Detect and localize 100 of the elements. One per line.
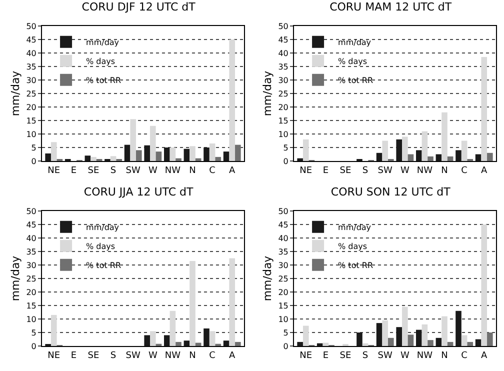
bar [461, 335, 468, 346]
bar [416, 330, 422, 346]
legend-label: % days [338, 56, 368, 66]
x-tick-label: S [362, 350, 368, 361]
bar [223, 340, 230, 346]
x-tick-label: NE [48, 166, 60, 176]
y-tick-label: 0 [31, 342, 36, 351]
bar [461, 140, 468, 161]
x-tick-label: E [70, 166, 77, 176]
bar [376, 152, 382, 161]
bar [302, 326, 309, 346]
x-tick-label: C [209, 166, 216, 176]
chart-title: CORU DJF 12 UTC dT [82, 0, 196, 14]
y-axis-title: mm/day [260, 255, 274, 302]
bar [124, 144, 130, 161]
x-tick-label: C [209, 350, 216, 361]
x-tick-label: A [481, 166, 488, 176]
y-tick-label: 20 [26, 288, 36, 297]
bar [130, 119, 136, 161]
x-tick-label: A [481, 350, 488, 361]
y-tick-label: 20 [278, 288, 288, 297]
bar [436, 338, 442, 346]
y-tick-label: 50 [26, 206, 36, 216]
y-tick-label: 15 [278, 116, 288, 126]
chart-title: CORU MAM 12 UTC dT [330, 0, 452, 14]
y-tick-label: 25 [278, 89, 288, 98]
x-tick-label: S [362, 166, 368, 176]
bar [297, 158, 303, 161]
y-axis-title: mm/day [8, 255, 22, 302]
y-tick-label: 50 [26, 22, 36, 31]
y-tick-label: 30 [278, 76, 288, 85]
bar [215, 156, 222, 161]
bar [428, 156, 434, 161]
y-tick-label: 50 [278, 22, 288, 31]
bar [144, 335, 150, 346]
bar [456, 150, 462, 161]
y-tick-label: 25 [26, 274, 36, 284]
x-tick-label: N [189, 166, 196, 176]
x-tick-label: SE [88, 166, 100, 176]
chart-title: CORU SON 12 UTC dT [330, 185, 451, 198]
y-tick-label: 0 [31, 156, 36, 166]
bar [184, 148, 190, 161]
y-tick-label: 20 [278, 102, 288, 112]
legend-label: % tot RR [86, 76, 122, 85]
x-tick-label: NW [164, 350, 181, 361]
y-axis-title: mm/day [260, 70, 274, 116]
legend-label: % days [86, 242, 116, 251]
bar [408, 154, 414, 161]
legend-label: mm/day [86, 222, 120, 232]
x-tick-label: SW [126, 350, 140, 361]
legend-label: % days [86, 56, 116, 66]
legend-label: % tot RR [86, 260, 122, 270]
x-tick-label: NW [416, 166, 433, 176]
bar [402, 306, 408, 346]
y-tick-label: 30 [26, 260, 36, 270]
bar [84, 156, 91, 161]
bar [402, 136, 408, 161]
x-tick-label: W [148, 350, 158, 361]
y-tick-label: 40 [26, 234, 36, 243]
bar [209, 143, 216, 161]
bar [229, 40, 236, 161]
bar [481, 224, 488, 346]
bar [442, 316, 448, 346]
bar [475, 154, 482, 161]
bar [456, 310, 462, 346]
bar [467, 342, 474, 346]
bar [209, 331, 216, 346]
chart-title: CORU JJA 12 UTC dT [84, 185, 194, 198]
bar [204, 148, 210, 161]
bar [170, 148, 176, 161]
bar [376, 323, 382, 346]
bar [50, 142, 57, 161]
bar [150, 126, 156, 161]
bar [396, 327, 402, 346]
bar [475, 339, 482, 346]
y-tick-label: 40 [278, 234, 288, 243]
bar [356, 332, 362, 346]
y-tick-label: 5 [283, 143, 288, 152]
bar [487, 332, 493, 346]
y-tick-label: 50 [278, 206, 288, 216]
y-tick-label: 0 [283, 156, 288, 166]
bar [204, 328, 210, 346]
bar [170, 310, 176, 346]
bar [302, 139, 309, 161]
bar [164, 148, 170, 161]
x-tick-label: NW [164, 166, 181, 176]
y-tick-label: 10 [26, 130, 36, 139]
bar [422, 131, 428, 161]
bar [164, 335, 170, 346]
y-tick-label: 15 [26, 301, 36, 310]
bar [422, 324, 428, 346]
y-tick-label: 45 [278, 220, 288, 230]
legend-label: mm/day [338, 222, 372, 232]
bar [408, 334, 414, 346]
bar [447, 342, 454, 346]
bar [190, 146, 196, 161]
x-tick-label: E [70, 350, 77, 361]
legend-label: mm/day [86, 38, 120, 47]
bar [428, 340, 434, 346]
y-tick-label: 35 [278, 62, 288, 72]
